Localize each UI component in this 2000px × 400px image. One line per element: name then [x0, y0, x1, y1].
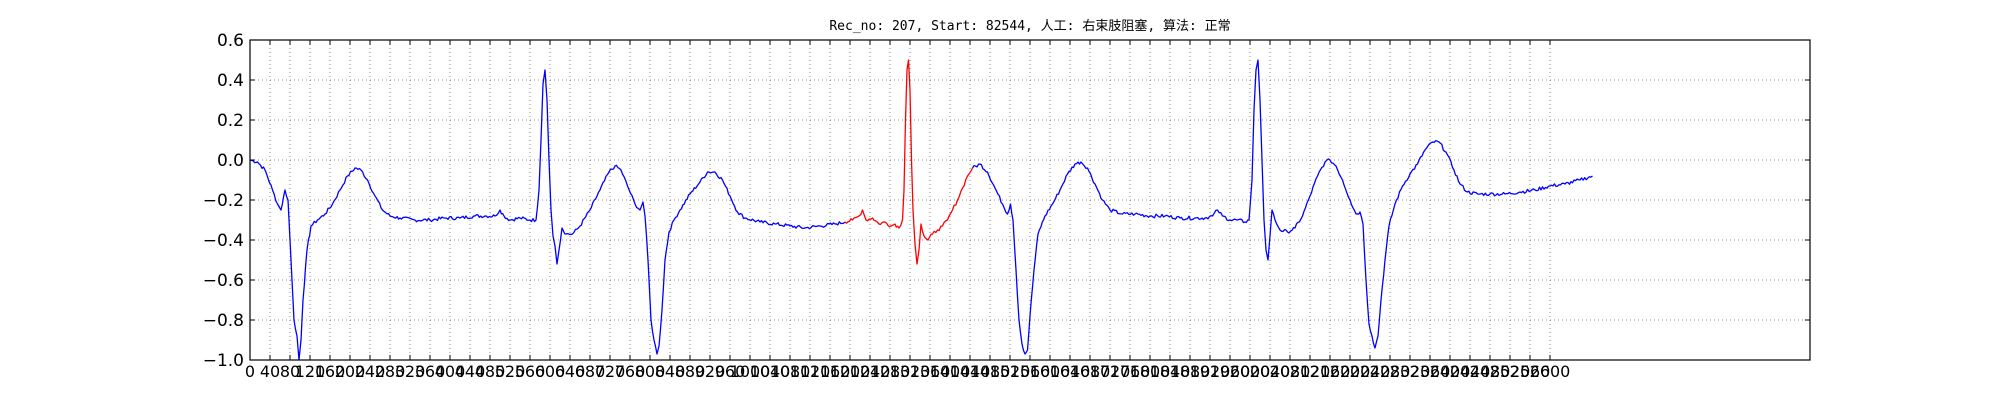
x-tick-label: 1560: [1010, 362, 1051, 381]
x-tick-label: 1080: [770, 362, 811, 381]
plot-series: [249, 59, 1593, 361]
x-tick-label: 1400: [930, 362, 971, 381]
x-tick-label: 0: [245, 362, 255, 381]
x-tick-label: 1160: [810, 362, 851, 381]
x-tick-label: 1680: [1070, 362, 1111, 381]
y-tick-label: −0.2: [203, 191, 244, 211]
x-tick-label: 2160: [1310, 362, 1351, 381]
axis-ticks: [249, 39, 1810, 361]
x-tick-label: 1000: [730, 362, 771, 381]
x-tick-label: 920: [695, 362, 726, 381]
y-tick-label: −0.4: [203, 231, 244, 251]
x-tick-label: 720: [595, 362, 626, 381]
x-tick-label: 2200: [1330, 362, 1371, 381]
chart-title: Rec_no: 207, Start: 82544, 人工: 右束肢阻塞, 算法…: [829, 18, 1230, 34]
x-tick-label: 1880: [1170, 362, 1211, 381]
x-tick-label: 1200: [830, 362, 871, 381]
y-tick-label: 0.6: [217, 31, 244, 51]
x-tick-label: 80: [280, 362, 300, 381]
x-tick-label: 520: [495, 362, 526, 381]
x-tick-label: 400: [435, 362, 466, 381]
y-tick-label: 0.0: [217, 151, 244, 171]
x-tick-label: 2320: [1390, 362, 1431, 381]
ecg-series-line-2: [844, 59, 974, 265]
x-tick-label: 2360: [1410, 362, 1451, 381]
x-tick-label: 1600: [1030, 362, 1071, 381]
x-tick-label: 200: [335, 362, 366, 381]
x-tick-label: 960: [715, 362, 746, 381]
x-tick-label: 760: [615, 362, 646, 381]
y-tick-label: −1.0: [203, 351, 244, 371]
x-tick-label: 1800: [1130, 362, 1171, 381]
x-tick-label: 2480: [1470, 362, 1511, 381]
x-tick-label: 2520: [1490, 362, 1531, 381]
x-tick-label: 1360: [910, 362, 951, 381]
x-tick-label: 280: [375, 362, 406, 381]
x-tick-label: 1520: [990, 362, 1031, 381]
x-tick-label: 1640: [1050, 362, 1091, 381]
x-tick-label: 160: [315, 362, 346, 381]
x-tick-label: 680: [575, 362, 606, 381]
x-tick-label: 1760: [1110, 362, 1151, 381]
x-tick-label: 360: [415, 362, 446, 381]
x-tick-label: 240: [355, 362, 386, 381]
ecg-series-line-1: [249, 69, 846, 361]
x-tick-label: 2440: [1450, 362, 1491, 381]
y-tick-label: −0.6: [203, 271, 244, 291]
x-tick-label: 1240: [850, 362, 891, 381]
x-tick-label: 880: [675, 362, 706, 381]
y-tick-label: 0.4: [217, 71, 244, 91]
y-tick-label: −0.8: [203, 311, 244, 331]
x-tick-label: 1320: [890, 362, 931, 381]
x-tick-label: 1840: [1150, 362, 1191, 381]
x-tick-label: 640: [555, 362, 586, 381]
x-tick-label: 1440: [950, 362, 991, 381]
x-tick-label: 1720: [1090, 362, 1131, 381]
x-tick-label: 440: [455, 362, 486, 381]
x-tick-label: 120: [295, 362, 326, 381]
x-tick-label: 2600: [1530, 362, 1571, 381]
x-tick-label: 480: [475, 362, 506, 381]
x-tick-label: 1040: [750, 362, 791, 381]
x-tick-label: 1280: [870, 362, 911, 381]
x-tick-label: 2240: [1350, 362, 1391, 381]
x-tick-label: 2560: [1510, 362, 1551, 381]
x-tick-label: 2280: [1370, 362, 1411, 381]
x-tick-label: 560: [515, 362, 546, 381]
y-tick-labels: 0.6 0.4 0.2 0.0 −0.2 −0.4 −0.6 −0.8 −1.0: [203, 31, 244, 371]
x-tick-label: 2080: [1270, 362, 1311, 381]
plot-frame: [249, 39, 1811, 361]
y-tick-label: 0.2: [217, 111, 244, 131]
x-tick-label: 2400: [1430, 362, 1471, 381]
x-tick-label: 600: [535, 362, 566, 381]
x-tick-labels: 0 40 8012016020024028032036040044048052056…: [245, 362, 1570, 381]
x-tick-label: 40: [260, 362, 280, 381]
x-tick-label: 2040: [1250, 362, 1291, 381]
x-tick-label: 2000: [1230, 362, 1271, 381]
ecg-series-line-3: [971, 59, 1593, 355]
x-tick-label: 800: [635, 362, 666, 381]
x-tick-label: 1120: [790, 362, 831, 381]
x-tick-label: 1920: [1190, 362, 1231, 381]
x-tick-label: 840: [655, 362, 686, 381]
x-tick-label: 1480: [970, 362, 1011, 381]
x-tick-label: 320: [395, 362, 426, 381]
x-tick-label: 2120: [1290, 362, 1331, 381]
x-tick-label: 1960: [1210, 362, 1251, 381]
